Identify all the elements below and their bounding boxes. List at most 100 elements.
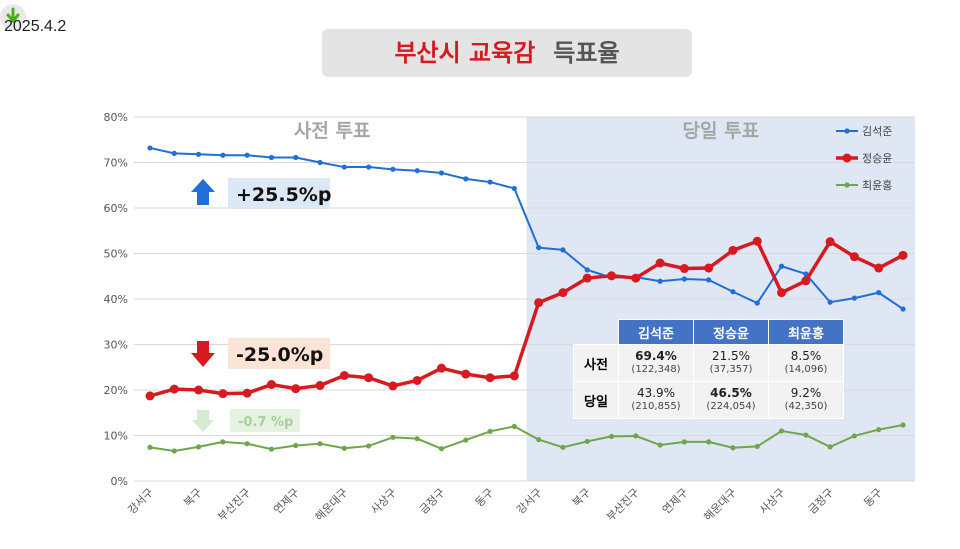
cell-count: (37,357) (709, 364, 753, 375)
data-point (171, 150, 177, 156)
data-point (268, 446, 275, 452)
series-line-1 (149, 146, 904, 310)
y-tick-label: 80% (104, 111, 128, 124)
data-point (706, 439, 712, 445)
data-point (315, 380, 325, 390)
table-header: 김석준 (618, 319, 694, 345)
data-point (412, 375, 422, 385)
data-point (752, 236, 762, 246)
data-point (511, 423, 517, 429)
y-tick-label: 50% (104, 248, 128, 261)
chart-title-box: 부산시 교육감 득표율 (322, 29, 692, 77)
data-point (777, 288, 787, 298)
row-label: 사전 (573, 344, 619, 382)
data-point (679, 264, 689, 274)
data-point (849, 252, 859, 262)
row-label: 당일 (573, 381, 619, 419)
annotation-box-small (230, 409, 300, 432)
data-point (584, 438, 590, 445)
data-point (317, 441, 323, 447)
data-point (390, 166, 396, 172)
table-cell: 46.5% (224,054) (693, 381, 769, 419)
y-tick-label: 30% (104, 339, 128, 352)
data-point (366, 443, 372, 449)
data-point (293, 442, 299, 449)
summary-table: 김석준 정승윤 최윤홍 사전 69.4% (122,348) 21.5% (37,3… (573, 319, 844, 419)
data-point (220, 152, 226, 158)
cell-percent: 43.9% (636, 386, 676, 400)
up-arrow-icon (191, 179, 215, 205)
data-point (825, 237, 835, 247)
data-point (874, 263, 884, 273)
data-point (582, 273, 592, 283)
annotation-up: +25.5%p (236, 184, 331, 206)
data-point (730, 289, 736, 295)
table-header: 최윤홍 (768, 319, 844, 345)
cell-count: (224,054) (706, 401, 756, 412)
data-point (438, 446, 445, 452)
data-point (414, 436, 420, 442)
annotation-down: -25.0%p (236, 344, 323, 366)
data-point (339, 370, 349, 380)
y-tick-label: 0% (111, 475, 128, 488)
data-point (560, 444, 566, 450)
data-point (364, 373, 374, 383)
data-point (169, 384, 179, 394)
legend-label: 최윤홍 (862, 178, 892, 192)
title-main: 부산시 교육감 (394, 39, 536, 67)
data-point (536, 244, 542, 251)
table-cell: 69.4% (122,348) (618, 344, 694, 382)
y-tick-label: 60% (104, 202, 128, 215)
download-icon[interactable] (0, 4, 26, 30)
data-point (244, 441, 250, 447)
cell-percent: 69.4% (635, 349, 677, 363)
data-point (803, 432, 809, 438)
table-row: 사전 69.4% (122,348) 21.5% (37,357) 8.5% (14,… (573, 344, 844, 382)
x-tick-label: 금정구 (417, 486, 448, 517)
data-point (876, 426, 882, 433)
table-cell: 21.5% (37,357) (693, 344, 769, 382)
legend-marker (842, 153, 852, 163)
data-point (291, 384, 301, 394)
data-point (463, 176, 469, 182)
data-point (631, 273, 641, 283)
data-point (218, 389, 228, 399)
annotation-small: -0.7 %p (238, 415, 293, 430)
data-point (754, 300, 760, 306)
x-tick-label: 사상구 (757, 486, 788, 517)
data-point (511, 185, 517, 192)
data-point (438, 170, 445, 176)
data-point (390, 434, 396, 440)
data-point (461, 369, 471, 379)
data-point (657, 278, 663, 284)
data-point (728, 245, 738, 255)
data-point (730, 445, 736, 451)
data-point (803, 271, 809, 277)
x-tick-label: 동구 (861, 486, 885, 510)
data-point (195, 151, 202, 157)
data-point (681, 276, 687, 282)
title-sub: 득표율 (553, 39, 620, 67)
x-tick-label: 연제구 (660, 486, 691, 517)
data-point (268, 154, 275, 161)
x-tick-label: 금정구 (806, 486, 837, 517)
x-tick-label: 사상구 (368, 486, 399, 517)
date-label: 2025.4.2 (4, 18, 67, 35)
data-point (485, 373, 495, 383)
data-point (657, 442, 663, 448)
legend-label: 김석준 (862, 125, 892, 138)
data-point (244, 152, 250, 158)
y-tick-label: 20% (104, 384, 128, 397)
x-tick-label: 북구 (570, 486, 594, 510)
data-point (898, 250, 908, 260)
data-point (509, 371, 519, 381)
series-line-3 (149, 424, 904, 452)
data-point (801, 276, 811, 286)
y-tick-label: 40% (104, 293, 128, 306)
data-point (242, 388, 252, 398)
x-tick-label: 부산진구 (215, 486, 253, 524)
data-point (876, 290, 882, 296)
data-point (851, 433, 858, 439)
cell-percent: 21.5% (711, 349, 751, 363)
data-point (851, 295, 858, 301)
